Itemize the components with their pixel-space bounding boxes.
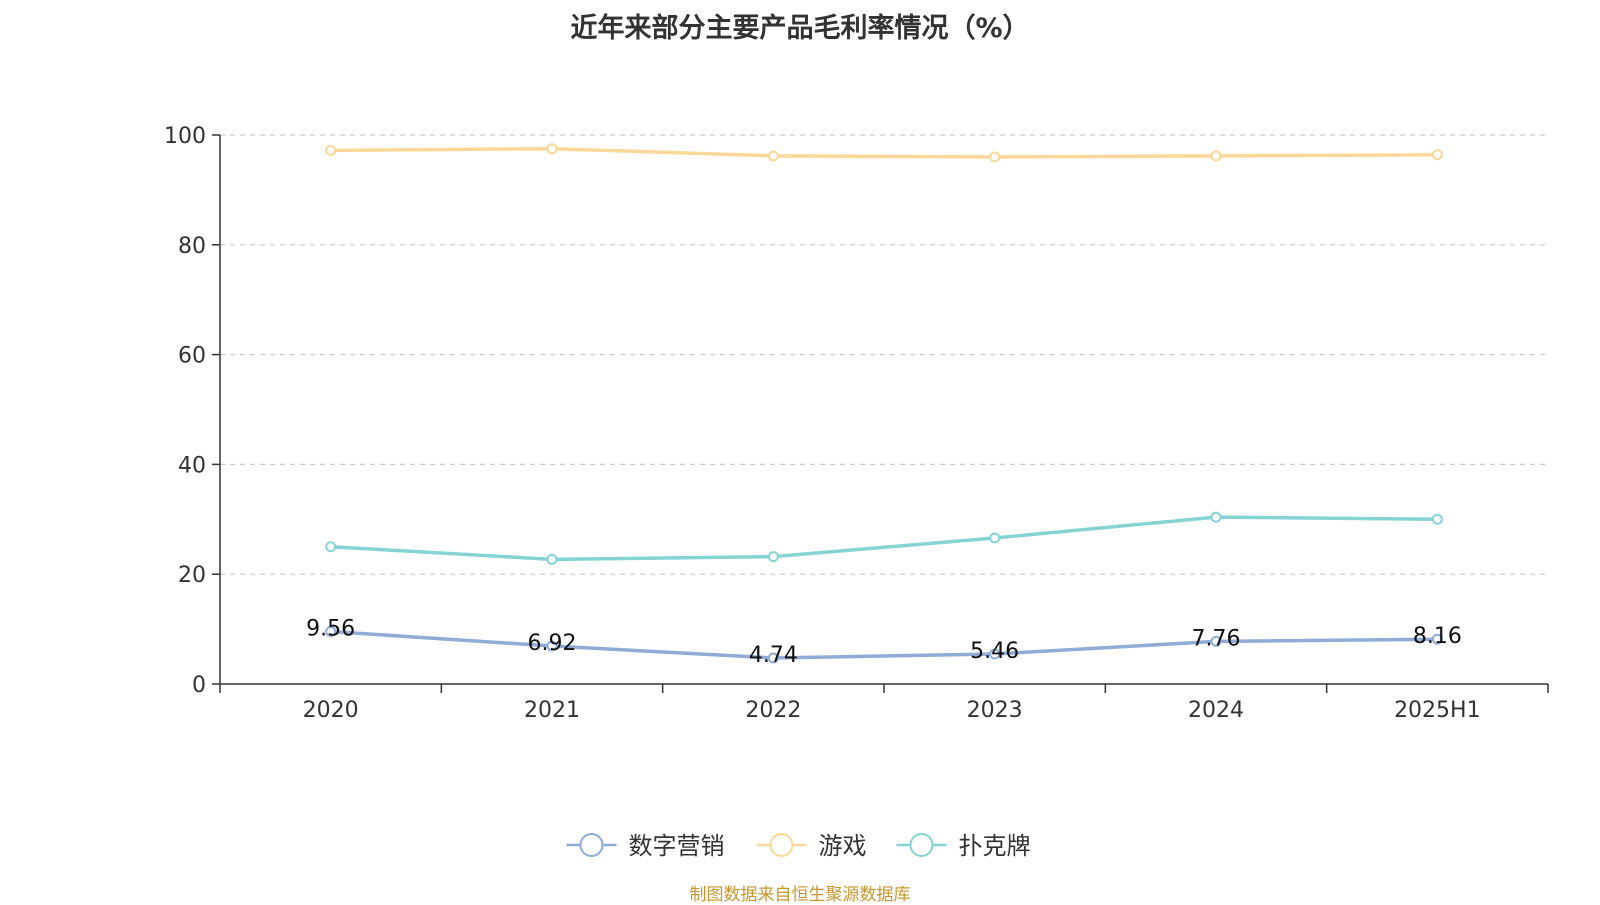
legend: 数字营销 游戏 扑克牌	[566, 832, 1031, 860]
data-point	[1431, 633, 1443, 645]
data-label: 7.76	[1192, 626, 1241, 651]
data-point	[325, 144, 337, 156]
chart-title: 近年来部分主要产品毛利率情况（%）	[570, 13, 1030, 44]
data-point	[1431, 513, 1443, 525]
legend-marker-icon	[909, 833, 934, 857]
data-point	[325, 541, 337, 553]
y-tick-label: 80	[178, 234, 206, 259]
data-point	[325, 626, 337, 638]
data-label: 4.74	[749, 643, 798, 668]
x-tick-label: 2020	[303, 698, 359, 723]
data-point	[989, 532, 1001, 544]
series-line-1	[330, 146, 1438, 159]
legend-label: 扑克牌	[959, 832, 1031, 860]
x-tick-label: 2024	[1188, 698, 1244, 723]
data-label: 5.46	[970, 639, 1019, 664]
axes: 0 20 40 60 80 100 2020 2021 2022 2023 2024 2025H1	[164, 124, 1549, 723]
data-label: 9.56	[306, 617, 355, 642]
x-tick-label: 2023	[967, 698, 1023, 723]
data-label: 8.16	[1413, 624, 1462, 649]
legend-label: 游戏	[819, 832, 867, 860]
data-point	[989, 151, 1001, 163]
legend-item: 扑克牌	[896, 832, 1031, 860]
legend-label: 数字营销	[629, 832, 725, 860]
x-tick-label: 2022	[745, 698, 801, 723]
data-point	[1210, 150, 1222, 162]
data-point	[1210, 511, 1222, 523]
y-tick-label: 40	[178, 453, 206, 478]
legend-marker-icon	[579, 833, 604, 857]
source-note: 制图数据来自恒生聚源数据库	[689, 885, 911, 905]
series-lines	[325, 143, 1443, 664]
data-point	[989, 648, 1001, 660]
data-point	[767, 652, 779, 664]
legend-item: 游戏	[756, 832, 867, 860]
data-point	[1431, 149, 1443, 161]
y-tick-label: 20	[178, 563, 206, 588]
grid-lines	[220, 134, 1548, 575]
y-tick-label: 100	[164, 124, 206, 149]
data-point	[546, 553, 558, 565]
series-line-0	[330, 629, 1438, 660]
data-point	[1210, 635, 1222, 647]
data-point	[767, 150, 779, 162]
data-point	[546, 143, 558, 155]
y-tick-label: 0	[192, 673, 206, 698]
legend-item: 数字营销	[566, 832, 725, 860]
x-tick-label: 2025H1	[1394, 698, 1481, 723]
data-label: 6.92	[528, 631, 577, 656]
x-tick-label: 2021	[524, 698, 580, 723]
y-tick-label: 60	[178, 344, 206, 369]
data-labels: 9.56 6.92 4.74 5.46 7.76 8.16	[306, 617, 1462, 668]
data-point	[767, 551, 779, 563]
data-point	[546, 640, 558, 652]
series-line-2	[330, 515, 1438, 562]
legend-marker-icon	[769, 833, 794, 857]
